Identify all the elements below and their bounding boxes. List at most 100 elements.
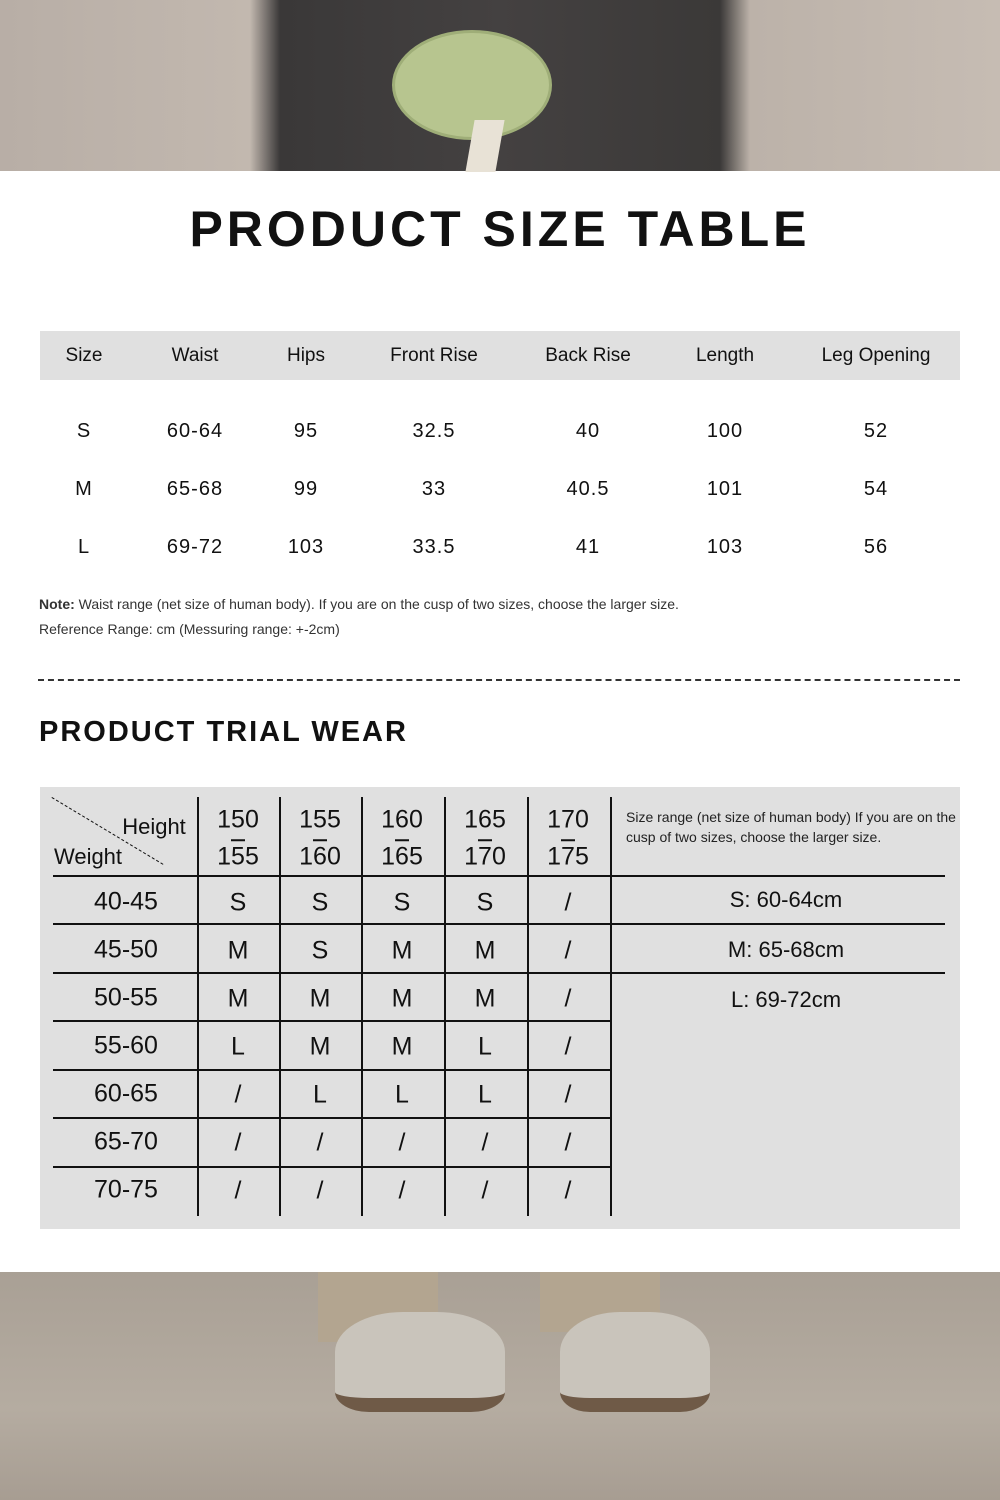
- size-cell: S: [393, 888, 411, 917]
- weight-range: 70-75: [94, 1175, 158, 1204]
- row-line: [53, 1069, 610, 1071]
- size-cell: M: [309, 1032, 331, 1061]
- weight-range: 50-55: [94, 983, 158, 1012]
- height-range-end: 175: [547, 842, 589, 871]
- table-cell: 41: [575, 536, 601, 558]
- size-cell: M: [309, 984, 331, 1013]
- table-cell: 33: [421, 478, 447, 500]
- row-line: [53, 1166, 610, 1168]
- row-line: [53, 1117, 610, 1119]
- size-cell: L: [313, 1080, 327, 1109]
- weight-range: 45-50: [94, 935, 158, 964]
- mushroom-patch: [392, 30, 552, 140]
- table-cell: 100: [706, 420, 744, 442]
- size-cell: /: [564, 936, 572, 965]
- height-range-end: 165: [381, 842, 423, 871]
- product-photo-bottom: [0, 1272, 1000, 1500]
- divider: [38, 679, 960, 681]
- table-cell: 103: [706, 536, 744, 558]
- table-cell: 32.5: [412, 420, 456, 442]
- shoe: [560, 1312, 710, 1412]
- size-cell: S: [311, 936, 329, 965]
- dash-mark: [313, 839, 327, 841]
- column-line: [197, 797, 199, 1216]
- column-header: Leg Opening: [821, 345, 931, 366]
- table-cell: 101: [706, 478, 744, 500]
- table-cell: 52: [863, 420, 889, 442]
- size-cell: /: [564, 1128, 572, 1157]
- page-title: PRODUCT SIZE TABLE: [189, 201, 811, 257]
- weight-range: 55-60: [94, 1031, 158, 1060]
- size-cell: S: [476, 888, 494, 917]
- size-cell: S: [311, 888, 329, 917]
- column-header: Length: [695, 345, 755, 366]
- table-cell: 54: [863, 478, 889, 500]
- size-cell: /: [481, 1176, 489, 1205]
- note-text: Waist range (net size of human body). If…: [74, 596, 679, 612]
- column-line: [610, 797, 612, 1216]
- size-range: S: 60-64cm: [729, 887, 843, 912]
- section-title: PRODUCT TRIAL WEAR: [39, 716, 408, 748]
- size-note: Note: Waist range (net size of human bod…: [39, 596, 679, 612]
- column-header: Size: [65, 345, 103, 366]
- size-cell: /: [234, 1176, 242, 1205]
- product-photo-top: [0, 0, 1000, 172]
- size-cell: /: [481, 1128, 489, 1157]
- size-cell: /: [398, 1176, 406, 1205]
- dash-mark: [231, 839, 245, 841]
- size-cell: M: [227, 936, 249, 965]
- size-range-note: Size range (net size of human body) If y…: [626, 809, 956, 845]
- table-cell: 60-64: [166, 420, 224, 442]
- weight-range: 60-65: [94, 1079, 158, 1108]
- size-cell: M: [227, 984, 249, 1013]
- row-line: [53, 875, 945, 877]
- size-cell: M: [474, 984, 496, 1013]
- size-cell: /: [564, 984, 572, 1013]
- table-cell: 33.5: [412, 536, 456, 558]
- weight-range: 65-70: [94, 1127, 158, 1156]
- height-range-start: 165: [464, 805, 506, 834]
- column-header: Waist: [171, 345, 219, 366]
- height-range-end: 170: [464, 842, 506, 871]
- table-cell: 103: [287, 536, 325, 558]
- column-line: [527, 797, 529, 1216]
- size-cell: /: [316, 1176, 324, 1205]
- table-cell: 65-68: [166, 478, 224, 500]
- column-header: Back Rise: [545, 345, 631, 366]
- size-table-header: [40, 331, 960, 380]
- row-line: [53, 972, 945, 974]
- size-cell: L: [395, 1080, 409, 1109]
- size-cell: /: [234, 1128, 242, 1157]
- column-line: [361, 797, 363, 1216]
- table-cell: 99: [293, 478, 319, 500]
- column-line: [444, 797, 446, 1216]
- size-cell: L: [478, 1080, 492, 1109]
- size-cell: /: [564, 1032, 572, 1061]
- size-range: L: 69-72cm: [730, 987, 842, 1012]
- weight-label: Weight: [53, 844, 123, 869]
- size-cell: M: [474, 936, 496, 965]
- column-header: Front Rise: [390, 345, 478, 366]
- table-cell: 40.5: [566, 478, 610, 500]
- row-line: [53, 923, 945, 925]
- dash-mark: [561, 839, 575, 841]
- size-cell: L: [231, 1032, 245, 1061]
- row-line: [53, 1020, 610, 1022]
- height-range-end: 160: [299, 842, 341, 871]
- table-cell: L: [77, 536, 91, 558]
- weight-range: 40-45: [94, 887, 158, 916]
- size-cell: /: [234, 1080, 242, 1109]
- height-range-start: 160: [381, 805, 423, 834]
- dash-mark: [478, 839, 492, 841]
- table-cell: S: [76, 420, 92, 442]
- size-cell: S: [229, 888, 247, 917]
- table-cell: M: [75, 478, 93, 500]
- note-label: Note:: [39, 596, 75, 612]
- size-cell: M: [391, 984, 413, 1013]
- size-cell: /: [564, 1176, 572, 1205]
- size-cell: /: [564, 1080, 572, 1109]
- column-header: Hips: [286, 345, 326, 366]
- size-cell: /: [316, 1128, 324, 1157]
- size-cell: M: [391, 936, 413, 965]
- size-cell: /: [564, 888, 572, 917]
